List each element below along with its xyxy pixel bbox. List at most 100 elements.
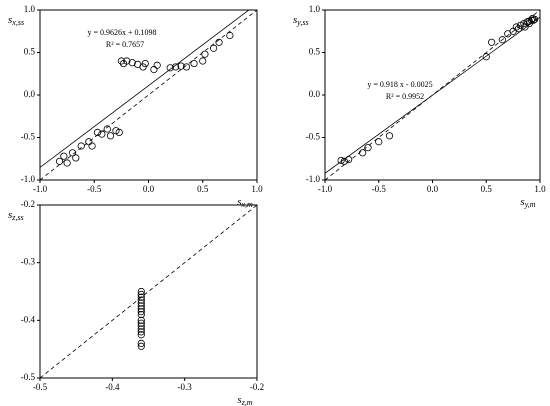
x-tick-label: 0.0	[427, 184, 439, 194]
y-label-main: s	[293, 14, 297, 26]
y-tick-label: -0.2	[21, 199, 35, 209]
x-tick-label: 0.5	[197, 184, 209, 194]
plot-area	[325, 10, 540, 180]
identity-line	[325, 10, 540, 180]
point	[166, 64, 174, 72]
point	[137, 290, 145, 298]
x-tick-label: -0.4	[105, 382, 120, 392]
point	[137, 302, 145, 310]
x-tick-label: -1.0	[33, 184, 48, 194]
y-axis-label: sx,ss	[8, 14, 24, 27]
y-tick-label: -0.5	[21, 372, 36, 382]
x-tick-label: 1.0	[534, 184, 546, 194]
y-label-sub: y,ss	[296, 18, 308, 27]
point	[150, 65, 158, 74]
annotation: R² = 0.9952	[386, 92, 424, 101]
y-tick-label: -0.4	[21, 314, 36, 324]
point	[210, 44, 218, 52]
point	[137, 296, 145, 304]
x-tick-label: -0.5	[372, 184, 387, 194]
point	[72, 154, 80, 162]
plot-area	[40, 10, 257, 180]
point	[488, 38, 496, 46]
y-tick-label: 0.0	[309, 89, 321, 99]
point	[123, 57, 131, 65]
x-tick-label: -0.2	[250, 382, 264, 392]
y-tick-label: 0.0	[24, 89, 36, 99]
point	[182, 63, 191, 71]
point	[103, 125, 111, 133]
x-label-main: s	[237, 394, 241, 406]
y-tick-label: -1.0	[21, 174, 36, 184]
x-tick-label: -0.5	[33, 382, 48, 392]
annotation: y = 0.918 x - 0.0025	[367, 80, 432, 89]
x-axis-label: sy,m	[520, 196, 535, 209]
x-tick-label: 0.0	[143, 184, 155, 194]
x-label-sub: x,m	[240, 200, 253, 209]
fit-line	[40, 10, 250, 168]
point	[137, 293, 145, 301]
point	[359, 149, 367, 157]
point	[137, 299, 145, 307]
point	[141, 59, 149, 68]
x-axis-label: sz,m	[237, 394, 252, 406]
point	[337, 156, 345, 165]
point	[137, 308, 145, 316]
x-label-main: s	[237, 196, 241, 208]
point	[137, 325, 145, 333]
point	[345, 156, 353, 164]
y-label-sub: x,ss	[11, 18, 24, 27]
panel: -1.0 -0.5 0.0 0.5 1.0-1.0-0.50.00.51.0sy,msy…	[293, 4, 546, 209]
y-tick-label: 0.5	[24, 47, 36, 57]
point	[137, 342, 145, 350]
y-tick-label: -0.5	[306, 132, 321, 142]
point	[498, 36, 506, 44]
point	[199, 57, 207, 65]
point	[375, 138, 383, 146]
x-axis-label: sx,m	[237, 196, 253, 209]
y-tick-label: 0.5	[309, 47, 321, 57]
point	[172, 63, 180, 71]
point	[128, 59, 136, 67]
point	[137, 322, 145, 330]
x-label-sub: z,m	[241, 398, 253, 406]
point	[63, 159, 71, 167]
point	[137, 316, 145, 324]
x-label-sub: y,m	[524, 200, 536, 209]
point	[512, 23, 520, 31]
point	[201, 50, 209, 58]
x-tick-label: 0.5	[481, 184, 493, 194]
point	[93, 128, 102, 136]
y-axis-label: sy,ss	[293, 14, 309, 27]
point	[55, 157, 64, 165]
point	[385, 132, 394, 140]
point	[531, 15, 539, 23]
x-label-main: s	[520, 196, 524, 208]
point	[88, 142, 96, 150]
point	[137, 339, 145, 347]
point	[60, 152, 68, 160]
point	[137, 331, 145, 339]
y-label-main: s	[8, 209, 12, 221]
annotation: R² = 0.7657	[106, 40, 144, 49]
fit-line	[325, 16, 540, 174]
y-label-sub: z,ss	[11, 213, 23, 222]
y-tick-label: -1.0	[306, 174, 321, 184]
x-tick-label: -0.3	[178, 382, 193, 392]
point	[190, 59, 198, 68]
point	[137, 287, 145, 296]
point	[137, 319, 145, 327]
point	[115, 128, 123, 136]
y-tick-label: -0.5	[21, 132, 36, 142]
y-axis-label: sz,ss	[8, 209, 24, 222]
point	[106, 132, 115, 140]
point	[482, 53, 490, 61]
x-tick-label: -0.5	[87, 184, 102, 194]
y-tick-label: 1.0	[24, 4, 36, 14]
x-tick-label: -1.0	[318, 184, 333, 194]
point	[226, 31, 234, 40]
point	[215, 38, 223, 46]
y-tick-label: -0.3	[21, 257, 36, 267]
point	[137, 328, 145, 336]
